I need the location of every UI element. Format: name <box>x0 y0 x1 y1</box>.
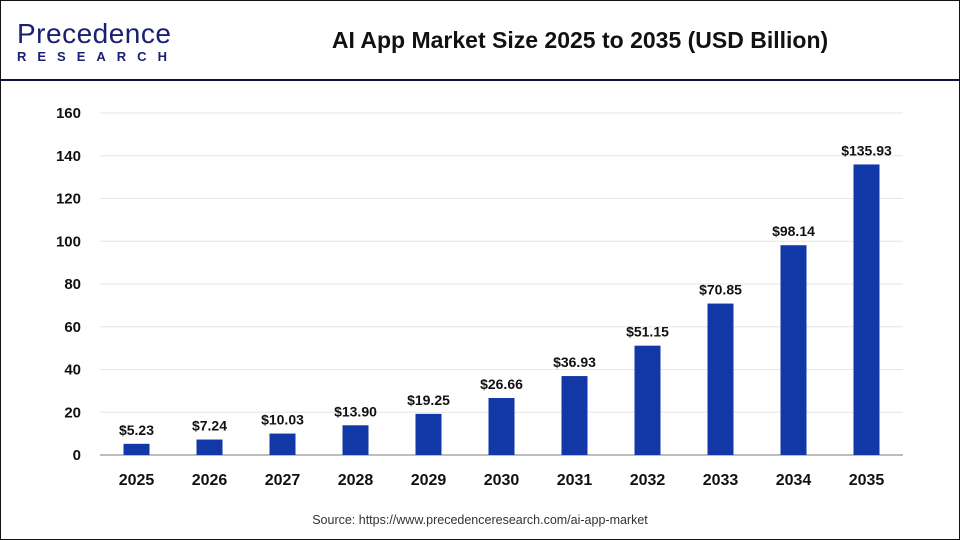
data-label-2025: $5.23 <box>119 422 154 438</box>
bar-2029 <box>415 413 442 455</box>
data-label-2031: $36.93 <box>553 354 596 370</box>
y-tick-label: 60 <box>64 319 81 336</box>
bar-2032 <box>634 345 661 455</box>
header-divider <box>0 79 960 81</box>
x-tick-label-2032: 2032 <box>630 472 666 489</box>
y-tick-label: 120 <box>56 191 81 208</box>
data-label-2034: $98.14 <box>772 223 815 239</box>
x-tick-label-2029: 2029 <box>411 472 447 489</box>
data-label-2033: $70.85 <box>699 282 742 298</box>
data-label-2030: $26.66 <box>480 376 523 392</box>
bar-2030 <box>488 398 515 455</box>
y-tick-label: 80 <box>64 276 81 293</box>
y-tick-label: 100 <box>56 233 81 250</box>
x-tick-label-2033: 2033 <box>703 472 739 489</box>
logo-sub: RESEARCH <box>17 49 178 64</box>
data-label-2032: $51.15 <box>626 324 669 340</box>
bar-2025 <box>123 443 150 455</box>
logo-brand: Precedence <box>17 18 172 49</box>
data-label-2029: $19.25 <box>407 392 450 408</box>
y-tick-label: 140 <box>56 148 81 165</box>
bar-2026 <box>196 439 223 455</box>
bar-2028 <box>342 425 369 455</box>
y-tick-label: 160 <box>56 105 81 122</box>
bar-2031 <box>561 376 588 455</box>
data-label-2028: $13.90 <box>334 403 377 419</box>
x-tick-label-2034: 2034 <box>776 472 812 489</box>
logo: Precedence RESEARCH <box>17 18 178 65</box>
data-label-2026: $7.24 <box>192 418 227 434</box>
y-tick-label: 40 <box>64 362 81 379</box>
bar-2035 <box>853 164 880 455</box>
data-label-2027: $10.03 <box>261 412 304 428</box>
x-tick-label-2027: 2027 <box>265 472 301 489</box>
y-tick-label: 0 <box>73 447 81 464</box>
x-tick-label-2028: 2028 <box>338 472 374 489</box>
x-tick-label-2031: 2031 <box>557 472 593 489</box>
x-tick-label-2035: 2035 <box>849 472 885 489</box>
x-tick-label-2025: 2025 <box>119 472 155 489</box>
bar-2027 <box>269 433 296 455</box>
bar-2034 <box>780 245 807 455</box>
y-tick-label: 20 <box>64 404 81 421</box>
bar-2033 <box>707 303 734 455</box>
source-note: Source: https://www.precedenceresearch.c… <box>312 513 648 527</box>
x-tick-label-2026: 2026 <box>192 472 228 489</box>
data-label-2035: $135.93 <box>841 142 892 158</box>
chart-title: AI App Market Size 2025 to 2035 (USD Bil… <box>331 27 829 53</box>
x-tick-label-2030: 2030 <box>484 472 520 489</box>
